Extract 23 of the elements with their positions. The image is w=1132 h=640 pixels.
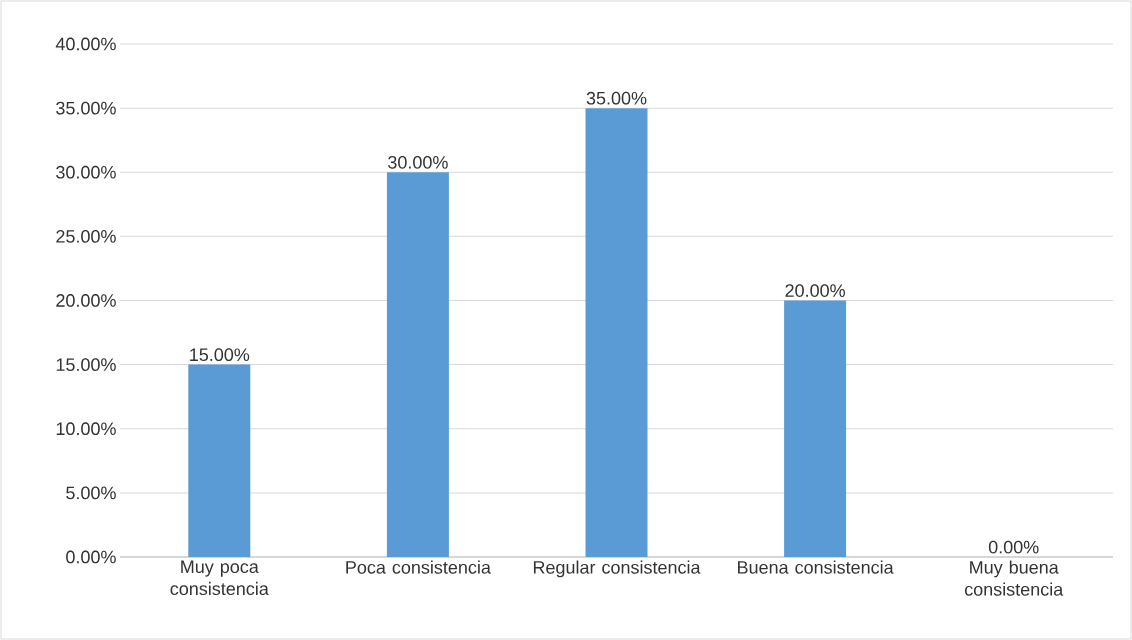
x-tick-label: Muy buena consistencia xyxy=(964,560,1064,596)
y-tick-label: 0.00% xyxy=(66,550,116,564)
y-tick-label: 25.00% xyxy=(56,229,116,243)
x-tick-label: Muy poca consistencia xyxy=(170,560,269,596)
bar xyxy=(188,364,251,557)
data-label: 30.00% xyxy=(388,155,448,169)
y-tick-label: 15.00% xyxy=(56,358,116,371)
y-tick-label: 40.00% xyxy=(55,37,116,51)
y-tick-label: 5.00% xyxy=(66,486,116,500)
bar xyxy=(386,172,449,557)
bar xyxy=(585,108,648,557)
y-tick-label: 20.00% xyxy=(56,294,116,307)
bar xyxy=(784,300,847,557)
x-tick-label: Poca consistencia xyxy=(346,560,491,574)
y-tick-label: 10.00% xyxy=(56,422,116,436)
data-label: 35.00% xyxy=(586,91,647,105)
data-label: 15.00% xyxy=(190,348,250,362)
x-tick-label: Regular consistencia xyxy=(533,560,701,578)
y-tick-label: 30.00% xyxy=(56,165,116,179)
data-label: 20.00% xyxy=(785,284,845,297)
y-tick-label: 35.00% xyxy=(56,101,116,115)
x-tick-label: Buena consistencia xyxy=(738,560,894,574)
data-label: 0.00% xyxy=(988,540,1039,554)
